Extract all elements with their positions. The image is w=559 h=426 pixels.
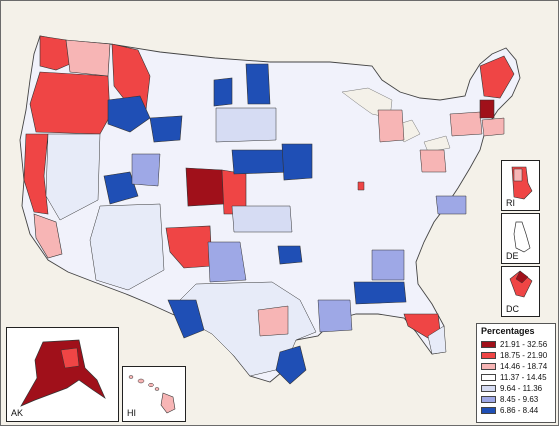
region-texas-blue-west — [167, 299, 205, 339]
legend-label: 21.91 - 32.56 — [500, 340, 548, 349]
region-louisiana-purple — [317, 299, 353, 333]
legend-swatch — [481, 363, 496, 370]
legend-label: 14.46 - 18.74 — [500, 362, 548, 371]
legend-swatch — [481, 385, 496, 392]
legend-label: 9.64 - 11.36 — [500, 384, 543, 393]
region-oklahoma-purple — [207, 241, 247, 283]
region-michigan-pink — [377, 109, 405, 143]
region-texas-pink — [257, 305, 289, 337]
region-northdakota-blue — [213, 77, 233, 107]
legend: Percentages 21.91 - 32.56 18.75 - 21.90 … — [476, 323, 556, 423]
region-arizona-light — [89, 203, 165, 291]
region-mississippi-blue — [353, 281, 407, 305]
region-california-pink — [33, 213, 63, 259]
inset-label-ri: RI — [506, 198, 515, 208]
region-colorado-darkred — [185, 167, 225, 207]
region-newyork-pink — [449, 111, 483, 137]
legend-item: 9.64 - 11.36 — [481, 384, 542, 393]
region-vermont-darkred — [479, 99, 495, 119]
legend-item: 6.86 - 8.44 — [481, 406, 538, 415]
region-washington-pink — [65, 39, 111, 77]
legend-item: 8.45 - 9.63 — [481, 395, 538, 404]
inset-alaska: AK — [6, 327, 119, 422]
region-newengland-red — [479, 55, 515, 99]
legend-swatch — [481, 374, 496, 381]
region-florida-light — [427, 325, 447, 355]
region-oregon-red — [29, 71, 111, 135]
region-wyoming-blue — [103, 171, 139, 205]
legend-label: 18.75 - 21.90 — [500, 351, 548, 360]
alaska-map — [20, 339, 106, 407]
legend-label: 11.37 - 14.45 — [500, 373, 547, 382]
legend-title: Percentages — [481, 326, 535, 336]
legend-item: 18.75 - 21.90 — [481, 351, 547, 360]
region-montana-blue — [149, 115, 183, 143]
legend-item: 11.37 - 14.45 — [481, 373, 547, 382]
inset-hawaii: HI — [122, 366, 186, 422]
hawaii-map — [128, 375, 176, 414]
region-newmexico-red — [165, 225, 213, 269]
inset-label-de: DE — [506, 251, 519, 261]
legend-label: 6.86 - 8.44 — [500, 406, 539, 415]
region-washington-red — [39, 35, 71, 71]
legend-swatch — [481, 341, 496, 348]
region-nevada-light — [45, 133, 101, 221]
region-texas-blue-coast — [275, 345, 307, 385]
legend-swatch — [481, 352, 496, 359]
inset-label-dc: DC — [506, 304, 519, 314]
inset-district-of-columbia: DC — [501, 266, 540, 317]
legend-item: 14.46 - 18.74 — [481, 362, 547, 371]
rhode-island-map — [511, 166, 533, 200]
region-southdakota-purple — [215, 107, 277, 143]
inset-label-hi: HI — [127, 408, 136, 418]
inset-rhode-island: RI — [501, 160, 540, 211]
legend-swatch — [481, 407, 496, 414]
region-alabama-purple — [371, 249, 405, 281]
legend-swatch — [481, 396, 496, 403]
region-kansas-purple — [231, 205, 293, 233]
region-ohio-pink — [419, 149, 447, 173]
dc-map — [509, 270, 533, 298]
region-arkansas-blue — [277, 245, 303, 265]
region-idaho-blue — [107, 95, 151, 133]
region-utah-purple — [131, 153, 161, 187]
delaware-map — [513, 221, 531, 253]
legend-label: 8.45 - 9.63 — [500, 395, 539, 404]
region-illinois-red-dot — [357, 181, 365, 191]
inset-delaware: DE — [501, 213, 540, 264]
region-virginia-purple — [435, 195, 467, 215]
region-northdakota-blue2 — [245, 63, 271, 105]
legend-item: 21.91 - 32.56 — [481, 340, 547, 349]
inset-label-ak: AK — [11, 408, 24, 418]
region-minnesota-blue — [281, 143, 313, 181]
region-massachusetts-pink — [481, 117, 505, 137]
